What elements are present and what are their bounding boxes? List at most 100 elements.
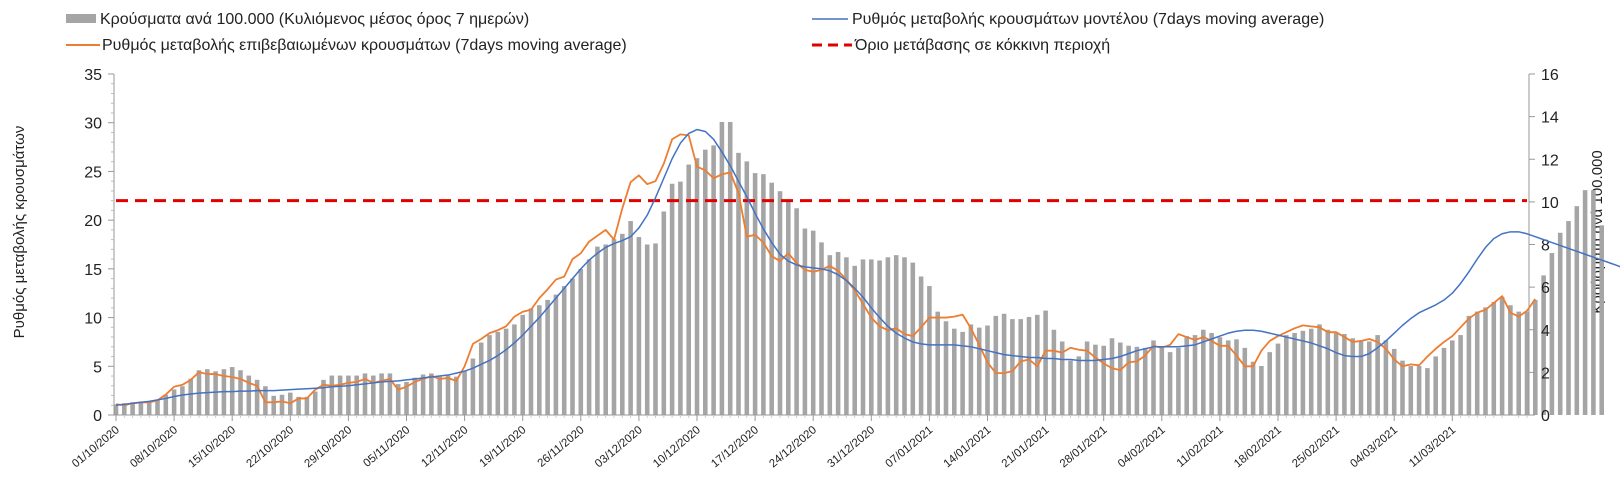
- bar: [603, 244, 608, 415]
- bar: [1433, 356, 1438, 415]
- legend-label-confirmed: Ρυθμός μεταβολής επιβεβαιωμένων κρουσμάτ…: [102, 37, 627, 54]
- bar: [354, 375, 359, 415]
- bar: [636, 237, 642, 415]
- bar: [213, 371, 218, 415]
- bar: [1425, 368, 1430, 415]
- bar: [1209, 332, 1214, 415]
- bar: [1043, 310, 1048, 415]
- bar: [1167, 352, 1173, 415]
- bar: [537, 305, 542, 415]
- bar: [736, 152, 741, 416]
- bar: [669, 183, 675, 415]
- bar: [1217, 337, 1223, 415]
- bar: [1093, 344, 1098, 415]
- bar: [528, 308, 534, 415]
- bar: [935, 311, 940, 415]
- bar: [1284, 335, 1289, 415]
- bar: [1591, 190, 1596, 415]
- bar: [445, 375, 451, 415]
- bar: [752, 173, 758, 415]
- bar: [968, 324, 974, 415]
- y-tick-label-left: 25: [84, 164, 102, 181]
- bar: [561, 286, 567, 415]
- bar: [1350, 338, 1355, 415]
- bar: [1524, 311, 1530, 415]
- bar: [1499, 296, 1505, 415]
- bar: [653, 243, 658, 415]
- bar: [786, 201, 791, 416]
- bar: [595, 246, 600, 415]
- bar: [279, 394, 285, 415]
- bar: [495, 331, 501, 415]
- y-tick-label-left: 20: [84, 213, 102, 230]
- bar: [553, 294, 559, 415]
- bar: [1391, 348, 1397, 415]
- legend-label-model: Ρυθμός μεταβολής κρουσμάτων μοντέλου (7d…: [852, 11, 1324, 28]
- bar: [470, 358, 476, 415]
- bar: [1292, 332, 1297, 415]
- bar: [312, 391, 318, 415]
- bar: [503, 328, 509, 415]
- bar: [155, 400, 160, 415]
- x-tick-label: 25/02/2021: [1290, 424, 1342, 470]
- bar: [545, 299, 550, 415]
- bar: [512, 324, 517, 415]
- bar: [620, 233, 625, 415]
- y-tick-label-left: 0: [93, 408, 102, 425]
- bar: [1192, 335, 1198, 415]
- bar: [893, 255, 899, 415]
- bar: [761, 174, 766, 415]
- bar: [993, 315, 999, 415]
- bar: [271, 395, 276, 415]
- bar: [1176, 347, 1181, 415]
- bar: [246, 375, 252, 415]
- bar: [860, 259, 866, 415]
- bar: [869, 259, 874, 415]
- y-tick-label-right: 8: [1541, 238, 1550, 255]
- bar: [1441, 347, 1447, 415]
- bar: [1383, 340, 1389, 415]
- bar: [628, 221, 633, 415]
- bar: [188, 378, 193, 415]
- bar: [487, 335, 492, 415]
- x-tick-label: 19/11/2020: [477, 424, 528, 470]
- bar: [744, 161, 750, 415]
- bar: [412, 377, 418, 415]
- bar: [852, 265, 857, 415]
- bar: [827, 255, 833, 415]
- x-tick-label: 12/11/2020: [419, 424, 470, 470]
- bar: [1599, 225, 1604, 415]
- bar: [1275, 343, 1281, 415]
- bar: [1483, 307, 1488, 415]
- bar: [976, 327, 982, 415]
- bar: [611, 239, 617, 415]
- bar: [1400, 360, 1405, 415]
- bar: [171, 389, 177, 415]
- y-tick-label-left: 5: [93, 359, 102, 376]
- legend-label-threshold: Όριο μετάβασης σε κόκκινη περιοχή: [854, 37, 1110, 54]
- bar: [578, 269, 584, 415]
- bar: [952, 328, 957, 415]
- bar: [918, 276, 924, 415]
- y-axis-left-title: Ρυθμός μεταβολής κρουσμάτων: [11, 126, 28, 339]
- bar: [570, 278, 575, 415]
- x-tick-label: 24/12/2020: [767, 424, 819, 470]
- bar: [454, 376, 459, 415]
- bar: [1151, 340, 1156, 415]
- x-tick-label: 28/01/2021: [1058, 424, 1110, 470]
- bar: [1333, 332, 1339, 415]
- x-tick-label: 26/11/2020: [536, 424, 587, 470]
- bar: [520, 314, 525, 415]
- bar: [1474, 311, 1480, 415]
- bar: [644, 244, 650, 415]
- bar: [835, 251, 841, 415]
- bar: [387, 373, 393, 415]
- legend-label-bars: Κρούσματα ανά 100.000 (Κυλιόμενος μέσος …: [100, 11, 529, 28]
- bar: [329, 375, 335, 415]
- legend: Κρούσματα ανά 100.000 (Κυλιόμενος μέσος …: [66, 11, 1324, 54]
- x-tick-label: 17/12/2020: [709, 424, 761, 470]
- bar: [1317, 324, 1322, 415]
- bar: [1026, 316, 1032, 415]
- bar: [1159, 347, 1165, 415]
- lines-layer: [115, 128, 1620, 407]
